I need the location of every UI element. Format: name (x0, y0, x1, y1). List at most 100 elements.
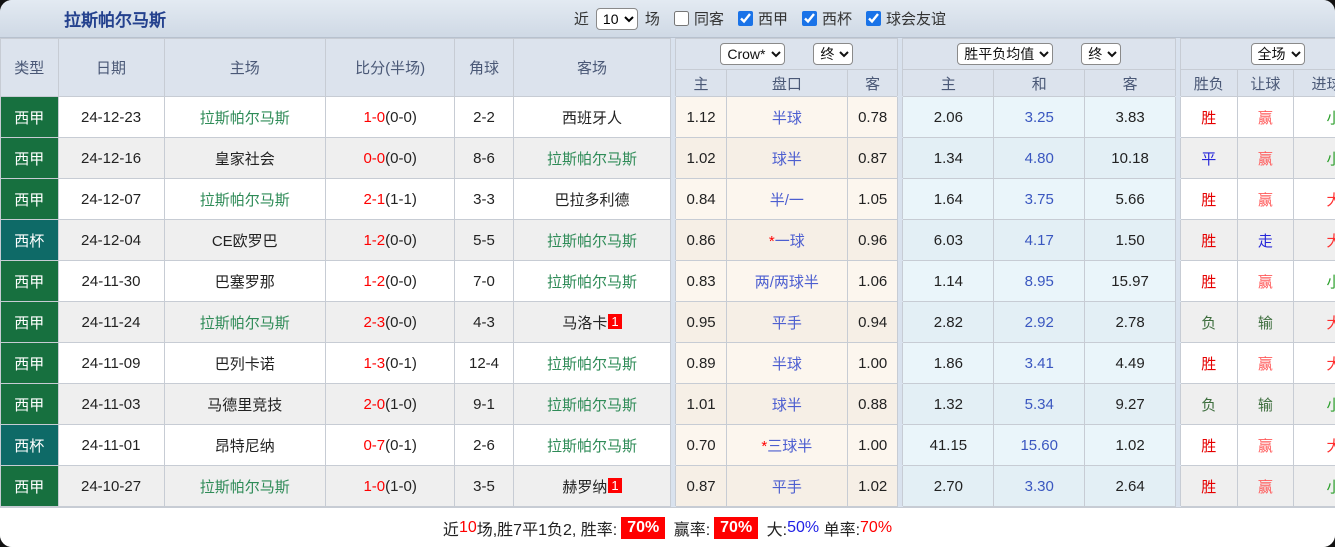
avg-home-odds-cell: 1.64 (902, 178, 995, 220)
games-label: 场 (644, 11, 660, 28)
summary-stat: 70% (714, 516, 759, 539)
handicap-result-cell: 赢 (1236, 178, 1295, 220)
goals-result-cell: 大 (1293, 424, 1335, 466)
home-team-cell: 巴列卡诺 (163, 342, 327, 384)
league-laliga-checkbox[interactable] (737, 11, 753, 26)
col-header-away: 客场 (512, 38, 672, 97)
scope-select[interactable]: 全场 (1250, 43, 1305, 65)
corner-cell: 4-3 (454, 301, 514, 343)
bookmaker-select[interactable]: Crow* (720, 43, 786, 65)
avg-home-odds-cell: 2.06 (902, 96, 995, 138)
avg-away-odds-cell: 2.78 (1084, 301, 1176, 343)
sub-header-hc-home: 主 (675, 69, 727, 97)
corner-cell: 2-2 (454, 96, 514, 138)
goals-result-cell: 小 (1293, 260, 1335, 302)
result-cell: 胜 (1180, 260, 1238, 302)
average-final-select[interactable]: 终 (1081, 43, 1122, 65)
league-type-cell: 西甲 (0, 260, 59, 302)
avg-away-odds-cell: 5.66 (1084, 178, 1176, 220)
goals-result-cell: 大 (1293, 219, 1335, 261)
avg-draw-odds-cell: 4.80 (993, 137, 1086, 179)
table-row: 西甲 24-11-03 马德里竞技 2-0(1-0) 9-1 拉斯帕尔马斯 1.… (0, 383, 1335, 425)
league-type-cell: 西甲 (0, 465, 59, 507)
result-cell: 胜 (1180, 219, 1238, 261)
handicap-line-cell: 球半 (725, 137, 848, 179)
handicap-home-odds-cell: 0.83 (675, 260, 727, 302)
result-cell: 平 (1180, 137, 1238, 179)
score-cell: 0-0(0-0) (325, 137, 456, 179)
score-cell: 1-0(0-0) (325, 96, 456, 138)
score-cell: 1-2(0-0) (325, 219, 456, 261)
sub-header-goals-result: 进球数 (1293, 69, 1335, 97)
league-copa-label: 西杯 (821, 11, 852, 28)
home-team-cell: 拉斯帕尔马斯 (163, 301, 327, 343)
match-history-table: 类型 日期 主场 比分(半场) 角球 客场 Crow* 终 (0, 38, 1335, 507)
score-cell: 1-0(1-0) (325, 465, 456, 507)
score-cell: 1-2(0-0) (325, 260, 456, 302)
away-team-cell: 赫罗纳 1 (512, 465, 672, 507)
handicap-home-odds-cell: 0.70 (675, 424, 727, 466)
handicap-away-odds-cell: 0.88 (846, 383, 899, 425)
table-row: 西甲 24-11-30 巴塞罗那 1-2(0-0) 7-0 拉斯帕尔马斯 0.8… (0, 260, 1335, 302)
league-copa-checkbox[interactable] (801, 11, 817, 26)
summary-stat: 赢率: (669, 521, 711, 539)
score-cell: 1-3(0-1) (325, 342, 456, 384)
avg-draw-odds-cell: 8.95 (993, 260, 1086, 302)
handicap-line-cell: *三球半 (725, 424, 848, 466)
goals-result-cell: 大 (1293, 342, 1335, 384)
handicap-result-cell: 赢 (1236, 342, 1295, 384)
summary-stat: 场,胜7平1负2, 胜率: (476, 521, 618, 539)
avg-away-odds-cell: 1.50 (1084, 219, 1176, 261)
same-away-checkbox[interactable] (673, 11, 689, 26)
handicap-result-cell: 走 (1236, 219, 1295, 261)
handicap-home-odds-cell: 0.89 (675, 342, 727, 384)
recent-count-select[interactable]: 10 (595, 7, 638, 30)
summary-stat: 单率: (819, 521, 861, 539)
corner-cell: 8-6 (454, 137, 514, 179)
league-type-cell: 西杯 (0, 424, 59, 466)
table-row: 西杯 24-12-04 CE欧罗巴 1-2(0-0) 5-5 拉斯帕尔马斯 0.… (0, 219, 1335, 261)
average-odds-select[interactable]: 胜平负均值 (957, 43, 1054, 65)
date-cell: 24-11-30 (57, 260, 165, 302)
col-header-corner: 角球 (454, 38, 514, 97)
corner-cell: 3-5 (454, 465, 514, 507)
avg-away-odds-cell: 9.27 (1084, 383, 1176, 425)
date-cell: 24-11-09 (57, 342, 165, 384)
date-cell: 24-10-27 (57, 465, 165, 507)
summary-stat: 大: (762, 521, 788, 539)
result-cell: 胜 (1180, 96, 1238, 138)
handicap-home-odds-cell: 1.12 (675, 96, 727, 138)
league-friendly-checkbox[interactable] (865, 11, 881, 26)
home-team-cell: CE欧罗巴 (163, 219, 327, 261)
handicap-away-odds-cell: 1.00 (846, 424, 899, 466)
avg-draw-odds-cell: 5.34 (993, 383, 1086, 425)
away-team-cell: 拉斯帕尔马斯 (512, 260, 672, 302)
away-team-cell: 拉斯帕尔马斯 (512, 424, 672, 466)
sub-header-handicap: 盘口 (725, 69, 848, 97)
summary-stat: 70% (621, 516, 666, 539)
handicap-home-odds-cell: 1.02 (675, 137, 727, 179)
result-cell: 胜 (1180, 342, 1238, 384)
table-row: 西甲 24-10-27 拉斯帕尔马斯 1-0(1-0) 3-5 赫罗纳 1 0.8… (0, 465, 1335, 507)
corner-cell: 5-5 (454, 219, 514, 261)
handicap-home-odds-cell: 0.95 (675, 301, 727, 343)
handicap-final-select[interactable]: 终 (813, 43, 854, 65)
goals-result-cell: 小 (1293, 465, 1335, 507)
table-row: 西杯 24-11-01 昂特尼纳 0-7(0-1) 2-6 拉斯帕尔马斯 0.7… (0, 424, 1335, 466)
score-cell: 2-3(0-0) (325, 301, 456, 343)
date-cell: 24-11-01 (57, 424, 165, 466)
avg-draw-odds-cell: 3.41 (993, 342, 1086, 384)
avg-draw-odds-cell: 2.92 (993, 301, 1086, 343)
corner-cell: 2-6 (454, 424, 514, 466)
sub-header-result: 胜负 (1180, 69, 1238, 97)
red-card-badge: 1 (608, 477, 622, 493)
handicap-line-cell: 球半 (725, 383, 848, 425)
result-cell: 胜 (1180, 178, 1238, 220)
handicap-away-odds-cell: 1.05 (846, 178, 899, 220)
result-cell: 负 (1180, 383, 1238, 425)
result-cell: 胜 (1180, 465, 1238, 507)
handicap-result-cell: 赢 (1236, 424, 1295, 466)
away-team-cell: 西班牙人 (512, 96, 672, 138)
title-bar: 拉斯帕尔马斯 近 10 场 同客 西甲 西杯 球会友谊 (0, 0, 1335, 38)
handicap-result-cell: 赢 (1236, 96, 1295, 138)
